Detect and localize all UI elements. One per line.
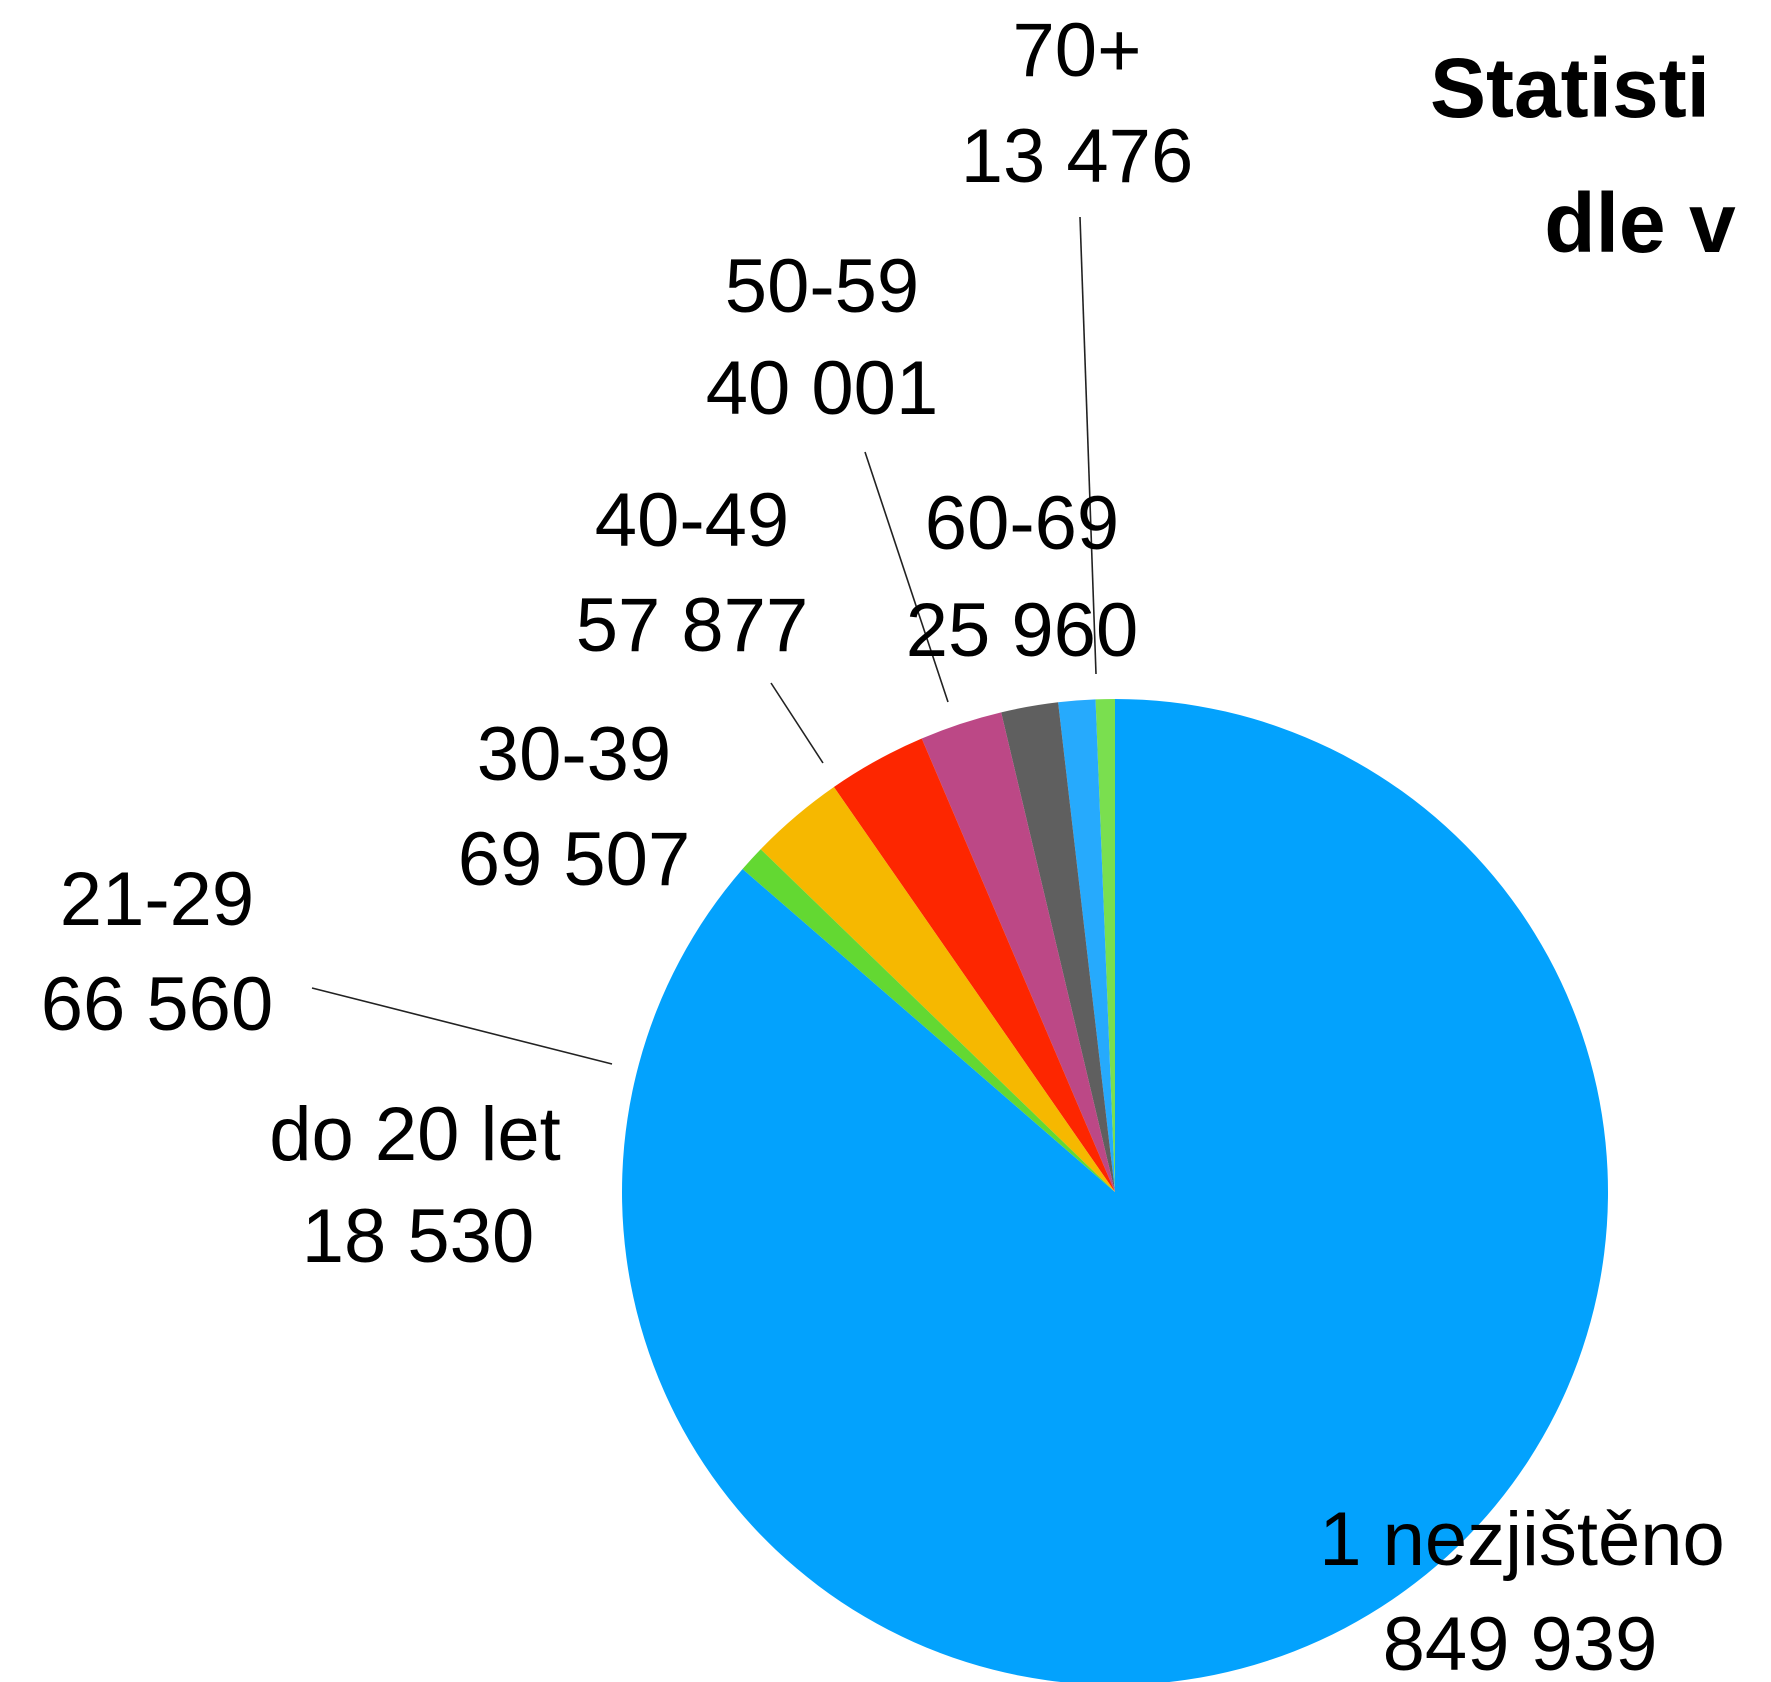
leader-line-40-49 [770, 682, 824, 764]
slice-value-30-39: 69 507 [458, 817, 690, 902]
slice-label-nezjisteno: 1 nezjištěno [1319, 1497, 1725, 1582]
slice-value-nezjisteno: 849 939 [1383, 1602, 1658, 1682]
slice-40-49 [921, 712, 1115, 1192]
slice-value-do-20-let: 18 530 [302, 1194, 534, 1279]
slice-label-30-39: 30-39 [477, 712, 671, 797]
slice-label-70plus: 70+ [1013, 8, 1142, 93]
slice-value-50-59: 40 001 [706, 346, 938, 431]
slice-21-29 [760, 786, 1115, 1192]
slice-label-60-69: 60-69 [925, 481, 1119, 566]
slice-50-59 [1001, 702, 1115, 1192]
slice-label-50-59: 50-59 [725, 244, 919, 329]
slice-nezjisteno [622, 699, 1609, 1682]
slice-value-60-69: 25 960 [906, 588, 1138, 673]
slice-value-21-29: 66 560 [41, 962, 273, 1047]
pie-slices [622, 699, 1609, 1682]
leader-lines [311, 216, 1097, 1065]
slice-value-70plus: 13 476 [961, 114, 1193, 199]
slice-label-40-49: 40-49 [595, 478, 789, 563]
slice-label-do-20-let: do 20 let [269, 1092, 561, 1177]
slice-70plus [1095, 699, 1115, 1192]
chart-title-line-1: Statisti [1430, 41, 1710, 135]
slice-label-21-29: 21-29 [60, 857, 254, 942]
slice-60-69 [1058, 699, 1115, 1192]
slice-30-39 [833, 738, 1115, 1192]
leader-line-50-59 [864, 451, 949, 703]
leader-line-21-29 [311, 987, 613, 1065]
slice-value-40-49: 57 877 [576, 583, 808, 668]
leader-line-70plus [1079, 216, 1097, 675]
chart-title-line-2: dle v [1544, 176, 1736, 270]
slice-do-20-let [742, 849, 1115, 1192]
